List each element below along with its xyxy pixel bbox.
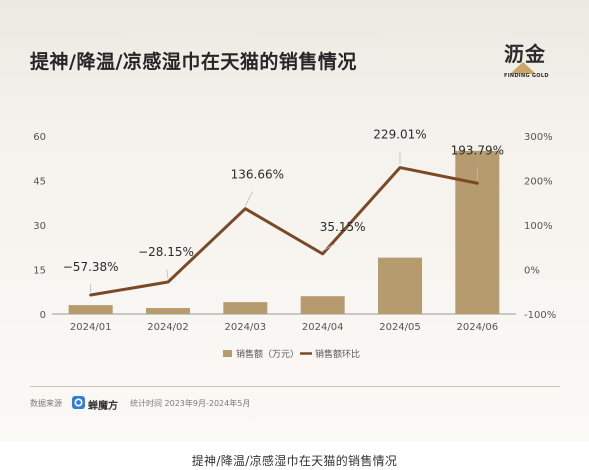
legend-bar-swatch — [223, 350, 232, 357]
chart-axes: 0 15 30 45 60 -100% 0% 100% 200% 300% 2024/01 2024/… — [33, 132, 556, 333]
data-label: 136.66% — [231, 168, 284, 182]
combo-chart: 0 15 30 45 60 -100% 0% 100% 200% 300% 2024/01 2024/… — [33, 128, 556, 360]
x-tick-label: 2024/04 — [302, 322, 344, 333]
bar — [146, 308, 190, 314]
chart-title: 提神/降温/凉感湿巾在天猫的销售情况 — [30, 51, 357, 73]
bar — [223, 302, 268, 314]
legend-label-bar: 销售额（万元） — [236, 348, 299, 360]
source-name: 蝉魔方 — [88, 401, 118, 412]
chart-card: 提神/降温/凉感湿巾在天猫的销售情况 沥金 FINDING GOLD 0 15 30… — [0, 0, 589, 441]
label-connector — [166, 268, 169, 280]
y-left-tick-label: 45 — [33, 177, 46, 188]
logo-name-cn: 沥金 — [504, 42, 546, 66]
data-label: 229.01% — [373, 128, 426, 142]
source-label: 数据来源 — [30, 399, 62, 408]
x-tick-label: 2024/03 — [225, 322, 267, 333]
y-right-tick-label: 200% — [524, 177, 553, 188]
data-labels: −57.38% −28.15% 136.66% 35.15% 229.01% 193.79… — [63, 128, 504, 293]
y-right-tick-label: -100% — [524, 310, 556, 321]
legend-label-line: 销售额环比 — [315, 348, 360, 360]
x-tick-label: 2024/06 — [457, 322, 499, 333]
data-label: −28.15% — [138, 245, 194, 259]
chart-legend: 销售额（万元） 销售额环比 — [223, 348, 360, 360]
y-right-tick-label: 0% — [524, 266, 540, 277]
data-label: 35.15% — [320, 220, 366, 234]
logo-name-en: FINDING GOLD — [504, 73, 549, 79]
line-series — [89, 166, 479, 297]
y-left-tick-label: 30 — [33, 221, 46, 232]
bar — [68, 305, 113, 314]
y-right-tick-label: 100% — [524, 221, 553, 232]
label-connector — [322, 243, 335, 252]
y-left-tick-label: 60 — [33, 132, 46, 143]
source-divider — [30, 386, 560, 387]
y-left-tick-label: 15 — [33, 266, 46, 277]
bar — [378, 257, 422, 314]
y-left-tick-label: 0 — [40, 310, 46, 321]
brand-logo: 沥金 FINDING GOLD — [490, 38, 570, 86]
line-path — [89, 166, 479, 297]
y-right-tick-label: 300% — [524, 132, 553, 143]
x-tick-label: 2024/05 — [379, 322, 421, 333]
x-tick-label: 2024/02 — [147, 322, 189, 333]
image-caption: 提神/降温/凉感湿巾在天猫的销售情况 — [191, 454, 398, 468]
bar-series — [68, 150, 500, 314]
label-connector — [244, 191, 253, 206]
data-label: −57.38% — [63, 260, 119, 274]
x-tick-label: 2024/01 — [70, 322, 112, 333]
logo-triangle-icon — [510, 62, 536, 74]
data-label: 193.79% — [451, 143, 504, 157]
source-time: 统计时间 2023年9月-2024年5月 — [130, 399, 251, 408]
source-logo-icon — [72, 396, 85, 409]
bar — [300, 296, 345, 314]
